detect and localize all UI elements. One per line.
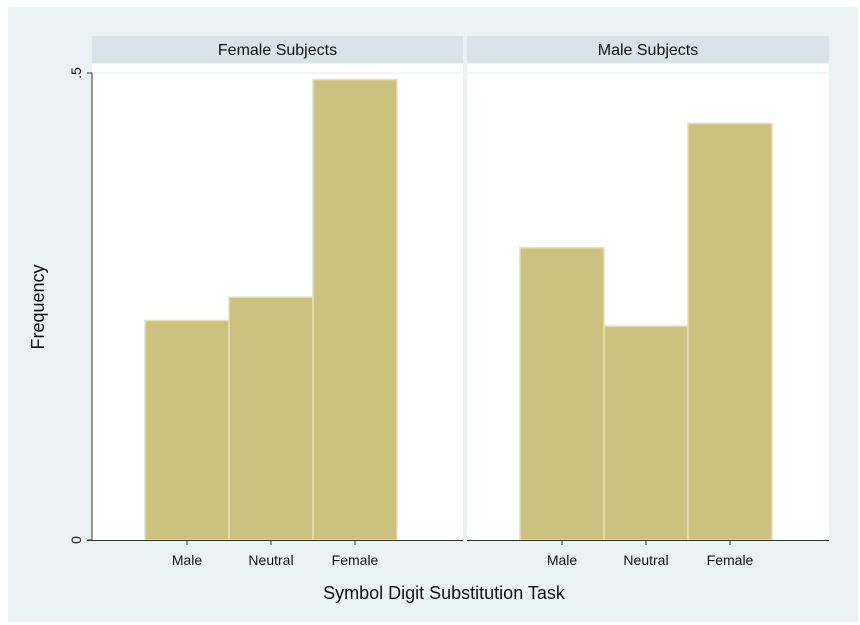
bar-neutral (228, 296, 314, 541)
y-tick-label: .5 (68, 67, 84, 79)
bar-female (687, 122, 773, 541)
bar-neutral (603, 325, 689, 541)
panel-2: Male Subjects Male Neutral Female (467, 36, 829, 568)
x-tick-label: Male (547, 552, 578, 568)
x-tick-label: Female (332, 552, 379, 568)
bar-female (312, 78, 398, 541)
x-tick-label: Male (172, 552, 203, 568)
panel-title: Male Subjects (598, 42, 699, 59)
x-tick-label: Neutral (248, 552, 293, 568)
x-axis-title: Symbol Digit Substitution Task (323, 583, 566, 603)
chart-figure: Female Subjects Male Neutral Female Male Sub… (8, 7, 858, 622)
x-tick-label: Neutral (623, 552, 668, 568)
panel-strip (92, 36, 463, 63)
panel-strip (467, 36, 829, 63)
x-tick-label: Female (707, 552, 754, 568)
bar-male (144, 319, 230, 541)
bar-male (519, 246, 605, 541)
y-tick-label: 0 (68, 536, 84, 544)
panel-1: Female Subjects Male Neutral Female (87, 36, 463, 568)
panel-title: Female Subjects (218, 42, 337, 59)
y-axis-title: Frequency (28, 264, 48, 349)
